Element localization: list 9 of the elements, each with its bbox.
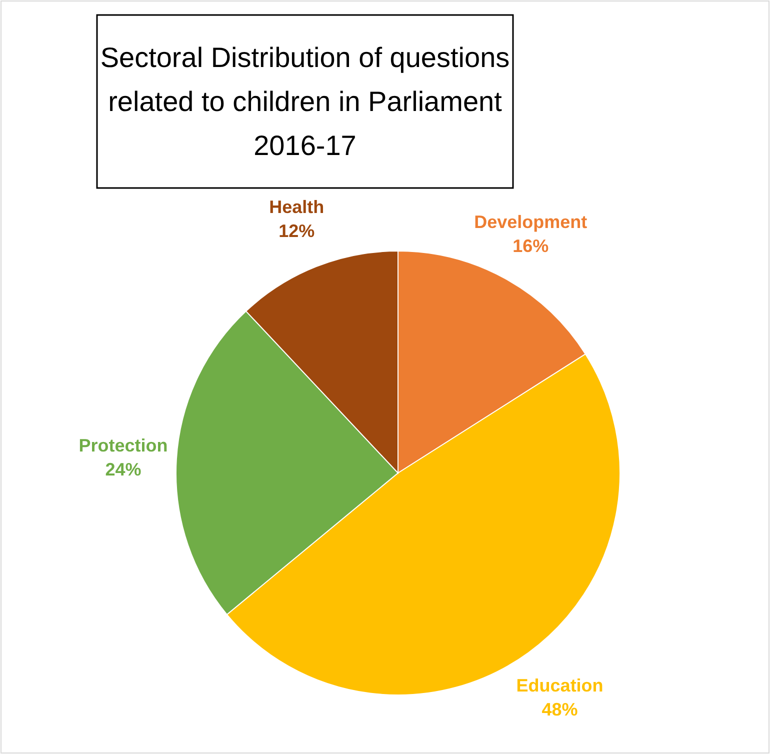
slice-label: Development <box>474 212 588 232</box>
slice-label: Education <box>516 676 604 696</box>
data-label: 16% <box>512 236 549 256</box>
data-label: 24% <box>105 460 142 480</box>
chart-title: Sectoral Distribution of questions related to children in Parliament 2016-17 <box>100 42 510 161</box>
slice-label: Health <box>269 197 324 218</box>
data-label: 12% <box>278 221 315 242</box>
data-label: 48% <box>542 700 578 720</box>
slice-label: Protection <box>78 436 168 456</box>
